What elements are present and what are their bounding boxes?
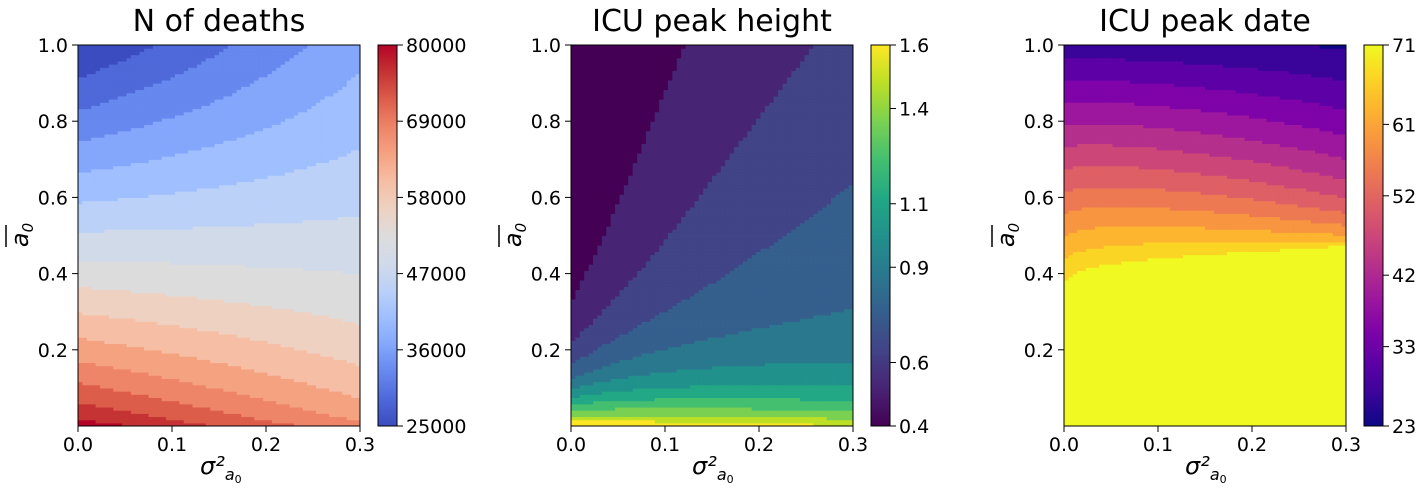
contour-plot <box>1064 45 1346 426</box>
colorbar-tick-label: 80000 <box>406 35 466 57</box>
x-tick-label: 0.0 <box>63 434 93 456</box>
colorbar <box>1363 44 1384 427</box>
contour-plot <box>571 45 853 426</box>
y-tick-label: 1.0 <box>531 35 561 57</box>
x-tick-label: 0.3 <box>345 434 375 456</box>
colorbar-tick-label: 23 <box>1392 416 1416 438</box>
colorbar <box>870 44 891 427</box>
y-tick-label: 0.4 <box>531 264 561 286</box>
y-tick-label: 1.0 <box>38 35 68 57</box>
y-tick-label: 0.2 <box>38 340 68 362</box>
colorbar-tick-label: 0.6 <box>899 353 929 375</box>
colorbar <box>377 44 398 427</box>
colorbar-tick-label: 52 <box>1392 186 1416 208</box>
colorbar-tick-label: 71 <box>1392 35 1416 57</box>
colorbar-tick-label: 25000 <box>406 416 466 438</box>
y-tick-label: 0.6 <box>1024 187 1054 209</box>
colorbar-tick-label: 36000 <box>406 340 466 362</box>
y-tick-label: 0.8 <box>531 111 561 133</box>
x-tick-label: 0.0 <box>1049 434 1079 456</box>
colorbar-tick-label: 61 <box>1392 114 1416 136</box>
colorbar-tick-label: 1.4 <box>899 99 929 121</box>
x-tick-label: 0.1 <box>157 434 187 456</box>
x-tick-label: 0.1 <box>650 434 680 456</box>
panel-deaths: N of deaths 0.0 0.1 0.2 0.30.20.40.60.81.0 … <box>5 4 466 486</box>
y-tick-label: 0.2 <box>531 340 561 362</box>
panel-icu-peak-date: ICU peak date 0.0 0.1 0.2 0.3 0.2 0.4 0.6 0.8 1.… <box>991 4 1416 486</box>
x-tick-label: 0.2 <box>744 434 774 456</box>
y-tick-label: 0.8 <box>1024 111 1054 133</box>
x-axis-label: σ²a0 <box>1185 452 1227 486</box>
colorbar-tick-label: 69000 <box>406 111 466 133</box>
y-axis-label: a0 <box>5 223 37 247</box>
colorbar-tick-label: 47000 <box>406 264 466 286</box>
x-tick-label: 0.2 <box>1237 434 1267 456</box>
y-axis-label: a0 <box>498 223 530 247</box>
colorbar-tick-label: 1.6 <box>899 35 929 57</box>
x-tick-label: 0.3 <box>838 434 868 456</box>
y-tick-label: 0.2 <box>1024 340 1054 362</box>
contour-plot <box>78 45 360 426</box>
colorbar-tick-label: 33 <box>1392 337 1416 359</box>
y-tick-label: 0.4 <box>1024 264 1054 286</box>
x-tick-label: 0.3 <box>1331 434 1361 456</box>
colorbar-tick-label: 0.4 <box>899 416 929 438</box>
x-tick-label: 0.2 <box>251 434 281 456</box>
colorbar-tick-label: 42 <box>1392 265 1416 287</box>
x-tick-label: 0.1 <box>1143 434 1173 456</box>
y-tick-label: 1.0 <box>1024 35 1054 57</box>
y-tick-label: 0.6 <box>531 187 561 209</box>
y-tick-label: 0.4 <box>38 264 68 286</box>
panel-icu-peak-height: ICU peak height 0.0 0.1 0.2 0.3 0.2 0.4 0.6 0.8… <box>498 4 929 486</box>
colorbar-tick-label: 0.9 <box>899 257 929 279</box>
x-axis-label: σ²a0 <box>692 452 734 486</box>
chart-title: ICU peak date <box>1099 4 1311 39</box>
chart-title: ICU peak height <box>592 4 832 39</box>
x-tick-label: 0.0 <box>556 434 586 456</box>
y-axis-label: a0 <box>991 223 1023 247</box>
y-tick-label: 0.8 <box>38 111 68 133</box>
chart-title: N of deaths <box>133 4 306 39</box>
colorbar-tick-label: 58000 <box>406 187 466 209</box>
colorbar-tick-label: 1.1 <box>899 194 929 216</box>
x-axis-label: σ²a0 <box>200 452 242 486</box>
y-tick-label: 0.6 <box>38 187 68 209</box>
